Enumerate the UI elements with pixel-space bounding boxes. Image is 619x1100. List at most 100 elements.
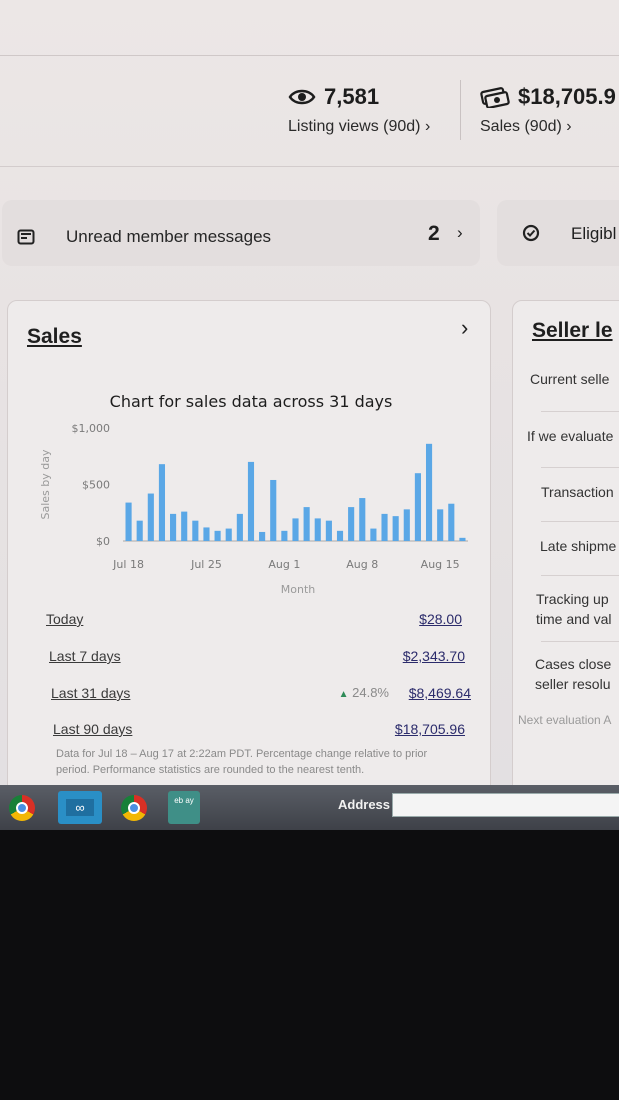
chart-bar [203,527,210,541]
x-tick-label: Aug 8 [346,558,378,571]
seller-metric-label[interactable]: Current selle [530,371,610,387]
seller-metric-divider [541,411,619,412]
seller-metric-divider [541,521,619,522]
seller-level-title[interactable]: Seller le [532,319,613,342]
seller-metric-label[interactable]: Transaction [541,484,614,500]
seller-metric-label[interactable]: Tracking up [536,591,609,607]
chart-bar [192,520,199,541]
chart-bar [214,530,221,541]
chart-bar [281,530,288,541]
chart-bar [370,528,377,541]
x-tick-label: Jul 25 [190,558,222,571]
sales-summary-row[interactable]: Last 90 days $18,705.96 [53,721,473,741]
chart-bar [125,502,132,541]
chart-bar [292,518,299,541]
chart-bar [225,528,232,541]
x-tick-label: Aug 15 [421,558,460,571]
chart-bar [459,537,466,541]
chart-bar [448,503,455,541]
sales-period-label[interactable]: Last 90 days [53,721,133,737]
chart-bar [314,518,321,541]
message-icon [17,229,35,245]
seller-metric-label[interactable]: seller resolu [535,676,611,692]
chart-bar [247,461,255,541]
chart-bar [381,513,388,541]
unread-messages-count: 2 [428,222,440,245]
unread-messages-label: Unread member messages [66,227,272,246]
sales-summary-row[interactable]: Today $28.00 [46,611,466,631]
chart-title: Chart for sales data across 31 days [110,392,393,411]
seller-metric-divider [541,467,619,468]
sales-footnote: Data for Jul 18 – Aug 17 at 2:22am PDT. … [56,748,428,776]
chrome-taskbar-button-2[interactable] [112,791,156,824]
chart-bar [392,516,399,541]
chart-bar [414,473,421,541]
x-tick-label: Aug 1 [268,558,300,571]
sales-change-value: 24.8% [352,685,389,700]
sales-period-label[interactable]: Last 31 days [51,685,131,701]
seller-metric-label[interactable]: Late shipme [540,538,617,554]
chrome-taskbar-button[interactable] [0,791,44,824]
address-input[interactable] [392,793,619,817]
header-divider [0,55,619,56]
sales-chart: Chart for sales data across 31 days $1,00… [39,392,468,596]
app-taskbar-button[interactable]: ∞ [58,791,102,824]
y-tick-label: $1,000 [72,422,111,435]
sales-card: Sales › Chart for sales data across 31 d… [7,300,491,785]
seller-metric-label[interactable]: Cases close [535,656,612,672]
sales-period-value[interactable]: $18,705.96 [394,721,465,737]
chart-bar [425,443,433,541]
sales-period-value[interactable]: $2,343.70 [402,648,465,664]
eligible-card[interactable]: Eligibl [497,200,619,266]
sales-stat[interactable]: $18,705.9 Sales (90d) › [480,84,616,136]
chart-bar [259,531,266,541]
up-triangle-icon: ▲ [338,689,349,700]
seller-metric-label[interactable]: If we evaluate [527,428,614,444]
address-label: Address [338,797,391,812]
seller-metric-divider [541,641,619,642]
sales-label: Sales (90d) › [480,118,572,135]
sales-period-value[interactable]: $28.00 [419,611,462,627]
sales-title[interactable]: Sales [27,325,82,348]
x-tick-label: Jul 18 [112,558,144,571]
chart-bar [181,511,188,541]
listing-views-stat[interactable]: 7,581 Listing views (90d) › [288,84,430,136]
chart-bar [303,507,310,541]
seller-level-card: Seller le Current selle If we evaluate Tra… [512,300,619,785]
screen: 7,581 Listing views (90d) › $18,705.9 Sa… [0,0,619,785]
chart-bar [236,513,243,541]
eligible-label: Eligibl [571,224,617,243]
chart-bar [325,520,332,541]
chart-bar [270,479,277,541]
money-icon [480,87,510,108]
chart-bar [403,509,410,541]
seller-metric-label: Next evaluation A [518,713,612,727]
infinity-icon: ∞ [66,799,94,816]
sales-summary-row[interactable]: Last 31 days $8,469.64 ▲ 24.8% [51,685,471,705]
chart-bar [336,530,344,541]
sales-period-label[interactable]: Last 7 days [49,648,121,664]
ebay-taskbar-button[interactable]: eb ay [168,791,200,824]
chart-bar [147,493,154,541]
chart-bar [136,520,143,541]
chrome-icon [121,795,147,821]
chevron-right-icon: › [457,223,463,242]
sales-value: $18,705.9 [518,84,616,109]
eye-icon [288,89,316,105]
stats-divider [460,80,461,140]
sales-summary-row[interactable]: Last 7 days $2,343.70 [49,648,469,668]
listing-views-value: 7,581 [324,84,380,109]
x-axis-label: Month [281,583,316,596]
y-tick-label: $500 [82,479,110,492]
sales-period-label[interactable]: Today [46,611,84,627]
chevron-right-icon[interactable]: › [461,315,469,340]
y-axis-label: Sales by day [39,449,52,519]
y-tick-label: $0 [96,535,110,548]
badge-icon [522,224,540,242]
seller-metric-label[interactable]: time and val [536,611,612,627]
unread-messages-card[interactable]: Unread member messages 2 › [2,200,480,266]
chart-bar [348,507,355,541]
sales-period-value[interactable]: $8,469.64 [408,685,471,701]
chart-bar [158,464,166,541]
chart-bar [437,509,444,541]
